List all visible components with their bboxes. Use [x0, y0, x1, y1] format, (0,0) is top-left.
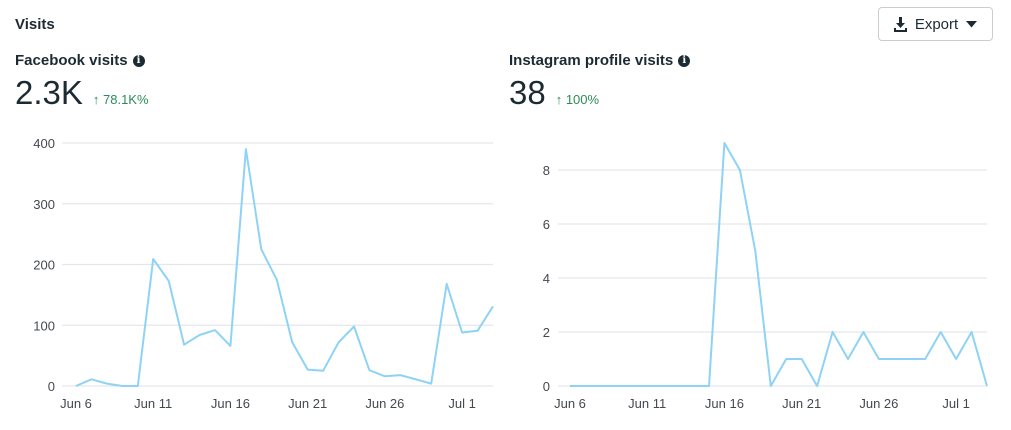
x-tick-label: Jun 11 [628, 396, 666, 411]
x-tick-label: Jun 16 [211, 396, 250, 411]
y-tick-label: 6 [543, 217, 550, 232]
x-tick-label: Jun 6 [554, 396, 586, 411]
facebook-visits-value: 2.3K ↑ 78.1K% [15, 74, 149, 112]
info-icon[interactable]: i [132, 54, 145, 67]
y-tick-label: 400 [33, 136, 55, 151]
x-tick-label: Jun 26 [859, 396, 898, 411]
y-tick-label: 8 [543, 163, 550, 178]
x-tick-label: Jun 21 [288, 396, 327, 411]
instagram-visits-label: Instagram profile visits [509, 52, 674, 69]
download-icon [893, 16, 907, 32]
instagram-visits-value: 38 ↑ 100% [509, 74, 599, 112]
export-button[interactable]: Export [878, 7, 993, 41]
section-title: Visits [15, 16, 55, 33]
x-tick-label: Jul 1 [942, 396, 969, 411]
y-tick-label: 0 [543, 379, 550, 394]
series-line [570, 142, 988, 387]
x-tick-label: Jun 16 [705, 396, 744, 411]
y-tick-label: 300 [33, 197, 55, 212]
y-tick-label: 200 [33, 258, 55, 273]
export-label: Export [914, 15, 959, 33]
x-tick-label: Jun 26 [365, 396, 404, 411]
info-icon[interactable]: i [678, 54, 691, 67]
series-line [75, 148, 494, 387]
instagram-visits-total: 38 [509, 74, 546, 111]
facebook-visits-title: Facebook visits i [15, 52, 145, 69]
instagram-visits-title: Instagram profile visits i [509, 52, 691, 69]
y-tick-label: 2 [543, 325, 550, 340]
y-tick-label: 100 [33, 318, 55, 333]
instagram-visits-delta: ↑ 100% [555, 92, 600, 107]
y-tick-label: 4 [543, 271, 550, 286]
facebook-visits-label: Facebook visits [15, 52, 128, 69]
facebook-visits-total: 2.3K [15, 74, 83, 111]
x-tick-label: Jun 11 [134, 396, 172, 411]
x-tick-label: Jun 6 [60, 396, 92, 411]
facebook-visits-delta: ↑ 78.1K% [92, 92, 149, 107]
x-tick-label: Jul 1 [448, 396, 475, 411]
caret-down-icon [966, 20, 978, 27]
y-tick-label: 0 [48, 379, 55, 394]
x-tick-label: Jun 21 [782, 396, 821, 411]
